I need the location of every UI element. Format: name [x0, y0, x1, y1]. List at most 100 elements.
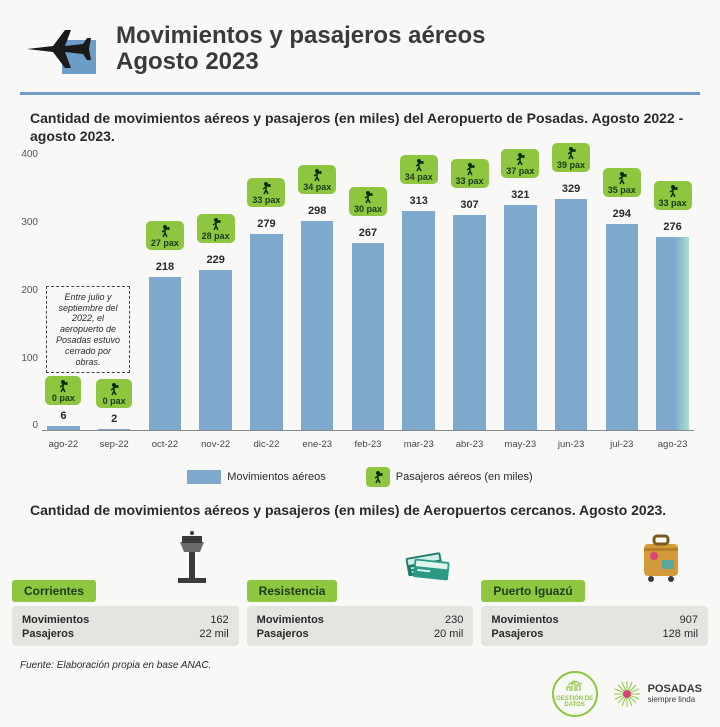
pax-badge: 33 pax: [247, 178, 285, 207]
title-line1: Movimientos y pasajeros aéreos: [116, 22, 486, 49]
mov-label: Movimientos: [22, 614, 89, 626]
x-tick: jul-23: [600, 435, 643, 459]
bar-value: 279: [257, 218, 275, 230]
x-tick: ago-22: [42, 435, 85, 459]
bar-col: 22928 pax: [194, 149, 237, 430]
bar-col: 329 39 pax: [550, 149, 593, 430]
bar-value: 329: [562, 183, 580, 195]
logo-gestion-datos: GESTIÓN DE DATOS: [552, 671, 598, 717]
pax-badge: 30 pax: [349, 187, 387, 216]
pax-label: 33 pax: [659, 198, 687, 208]
airport-card: Puerto IguazúMovimientos907Pasajeros128 …: [481, 530, 708, 646]
bar: 26730 pax: [352, 243, 385, 431]
pax-badge: 27 pax: [146, 221, 184, 250]
page-title: Movimientos y pasajeros aéreos Agosto 20…: [116, 23, 486, 76]
y-tick: 200: [12, 285, 38, 296]
pax-badge: 33 pax: [654, 181, 692, 210]
bar: 29435 pax: [606, 224, 639, 431]
pax-label: 34 pax: [405, 172, 433, 182]
x-tick: may-23: [499, 435, 542, 459]
airport-cards: CorrientesMovimientos162Pasajeros22 milR…: [0, 530, 720, 646]
pax-badge: 34 pax: [400, 155, 438, 184]
bar-value: 307: [460, 199, 478, 211]
logo-posadas-title: POSADAS: [648, 684, 702, 695]
bar-chart: 4003002001000 60 pax20 pax21827 pax22928…: [42, 149, 694, 459]
bar-value: 218: [156, 261, 174, 273]
airport-card: Resistencia Movimientos 230 Pasajeros 20 mil: [247, 530, 474, 646]
airport-name: Resistencia: [247, 580, 338, 602]
footer-logos: GESTIÓN DE DATOS POSADAS siempre linda: [552, 671, 702, 717]
pax-label: 34 pax: [303, 182, 331, 192]
x-tick: sep-22: [93, 435, 136, 459]
plot-area: 60 pax20 pax21827 pax22928 pax27933 pax2…: [42, 149, 694, 431]
pax-badge: 39 pax: [552, 143, 590, 172]
title-line2: Agosto 2023: [116, 48, 259, 75]
bar: 27933 pax: [250, 234, 283, 430]
x-tick: feb-23: [347, 435, 390, 459]
bar-value: 2: [111, 413, 117, 425]
legend-mov-swatch: [187, 470, 221, 484]
bar-col: 218 27 pax: [144, 149, 187, 430]
bar-col: 32137 pax: [499, 149, 542, 430]
pax-label: 39 pax: [557, 160, 585, 170]
pax-value: 128 mil: [567, 628, 698, 640]
mov-value: 230: [332, 614, 463, 626]
legend-pax: Pasajeros aéreos (en miles): [366, 467, 533, 487]
pax-value: 20 mil: [332, 628, 463, 640]
star-icon: [612, 679, 642, 709]
x-axis: ago-22 sep-22 oct-22 nov-22 dic-22 ene-23 feb-…: [42, 435, 694, 459]
x-tick: jun-23: [550, 435, 593, 459]
pax-label: Pasajeros: [257, 628, 324, 640]
bar-col: 276 33 pax: [651, 149, 694, 430]
bar-col: 267 30 pax: [347, 149, 390, 430]
y-tick: 400: [12, 149, 38, 160]
x-tick: abr-23: [448, 435, 491, 459]
pax-label: Pasajeros: [491, 628, 558, 640]
airport-body: Movimientos 230 Pasajeros 20 mil: [247, 606, 474, 646]
bar: 29834 pax: [301, 221, 334, 430]
pax-badge: 34 pax: [298, 165, 336, 194]
airport-card: CorrientesMovimientos162Pasajeros22 mil: [12, 530, 239, 646]
bar-value: 298: [308, 205, 326, 217]
x-tick: dic-22: [245, 435, 288, 459]
bar-value: 267: [359, 227, 377, 239]
bar: 27633 pax: [656, 237, 689, 431]
airport-name: Puerto Iguazú: [481, 580, 584, 602]
pax-value: 22 mil: [97, 628, 228, 640]
bar-value: 276: [663, 221, 681, 233]
pax-label: 28 pax: [202, 231, 230, 241]
legend-pax-swatch: [366, 467, 390, 487]
y-tick: 100: [12, 353, 38, 364]
pax-badge: 35 pax: [603, 168, 641, 197]
pax-label: 37 pax: [506, 166, 534, 176]
pax-label: 27 pax: [151, 238, 179, 248]
logo-posadas: POSADAS siempre linda: [612, 679, 702, 709]
mov-label: Movimientos: [257, 614, 324, 626]
x-tick: nov-22: [194, 435, 237, 459]
legend-mov-label: Movimientos aéreos: [227, 471, 325, 483]
bar-value: 6: [60, 410, 66, 422]
pax-label: 35 pax: [608, 185, 636, 195]
tower-icon: [167, 530, 217, 584]
bar-col: 294 35 pax: [600, 149, 643, 430]
suitcase-icon: [636, 530, 686, 584]
pax-badge: 0 pax: [45, 376, 81, 405]
bar: 60 pax: [47, 426, 80, 430]
airports-subtitle: Cantidad de movimientos aéreos y pasajer…: [0, 501, 720, 523]
bar-col: 30733 pax: [448, 149, 491, 430]
x-tick: ene-23: [296, 435, 339, 459]
x-tick: oct-22: [144, 435, 187, 459]
logo-gestion-text: GESTIÓN DE DATOS: [554, 696, 596, 709]
bars-container: 60 pax20 pax21827 pax22928 pax27933 pax2…: [42, 149, 694, 430]
bar: 32137 pax: [504, 205, 537, 431]
pax-label: 0 pax: [52, 393, 75, 403]
pax-badge: 37 pax: [501, 149, 539, 178]
tickets-icon: [401, 530, 451, 584]
pax-label: 33 pax: [252, 195, 280, 205]
bar: 21827 pax: [149, 277, 182, 430]
pax-label: 0 pax: [103, 396, 126, 406]
bar-value: 294: [613, 208, 631, 220]
bar: 31334 pax: [402, 211, 435, 431]
x-tick: ago-23: [651, 435, 694, 459]
bar: 30733 pax: [453, 215, 486, 431]
